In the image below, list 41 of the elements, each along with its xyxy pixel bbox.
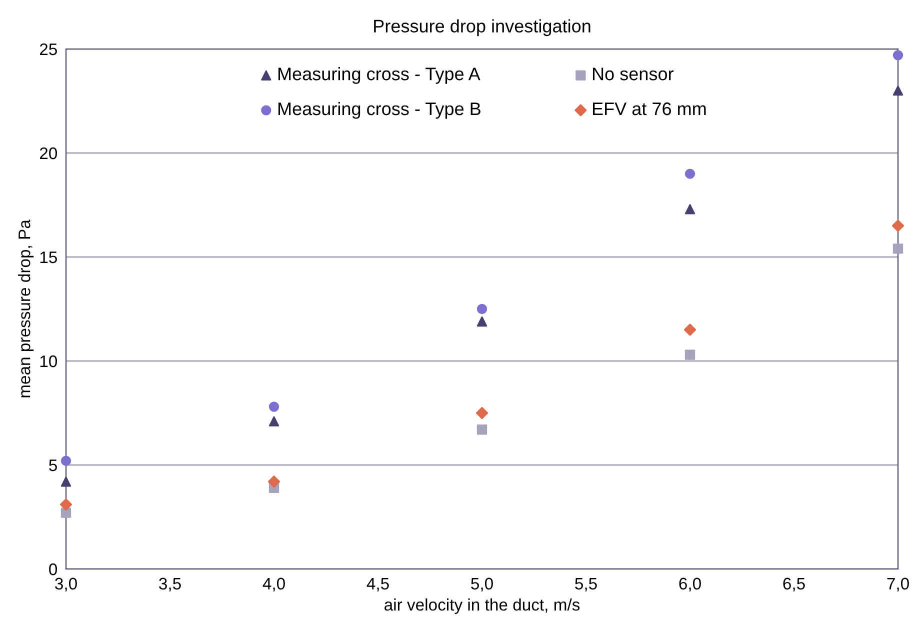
point	[892, 244, 904, 254]
y-tick-label: 0	[49, 563, 58, 576]
chart-title: Pressure drop investigation	[374, 19, 590, 36]
point	[892, 50, 904, 60]
y-tick-label: 20	[40, 147, 58, 160]
x-tick-label: 5,5	[575, 578, 597, 592]
point	[60, 476, 72, 487]
point	[684, 204, 696, 214]
point	[684, 350, 696, 360]
y-tick-label: 5	[49, 460, 57, 472]
y-tick-label: 15	[40, 252, 57, 264]
point	[476, 424, 488, 435]
point	[892, 220, 904, 232]
x-tick-label: 7,0	[887, 578, 909, 592]
point	[476, 406, 488, 420]
x-tick-label: 6,5	[783, 578, 805, 592]
legend-label: Measuring cross - Type B	[278, 102, 480, 119]
point	[60, 498, 72, 511]
point	[476, 304, 488, 314]
point	[268, 402, 280, 412]
x-tick-label: 3,0	[55, 578, 77, 592]
y-axis-title: mean pressure drop, Pa	[18, 220, 34, 398]
point	[268, 476, 280, 488]
legend-label: Measuring cross - Type A	[278, 67, 480, 84]
point	[268, 416, 280, 426]
x-tick-label: 3,5	[159, 578, 181, 592]
point	[684, 324, 696, 336]
y-tick-label: 10	[40, 355, 58, 368]
point	[892, 86, 904, 96]
legend-label: EFV at 76 mm	[592, 102, 706, 116]
x-tick-label: 4,0	[262, 578, 285, 592]
x-tick-label: 6,0	[679, 578, 701, 592]
legend-label: No sensor	[592, 68, 674, 80]
point	[60, 456, 72, 466]
x-tick-label: 4,5	[366, 578, 389, 592]
point	[684, 168, 696, 179]
point	[60, 508, 72, 518]
x-tick-label: 5,0	[471, 578, 493, 592]
y-tick-label: 25	[40, 43, 57, 56]
x-axis-title: air velocity in the duct, m/s	[384, 598, 580, 614]
point	[476, 316, 488, 327]
